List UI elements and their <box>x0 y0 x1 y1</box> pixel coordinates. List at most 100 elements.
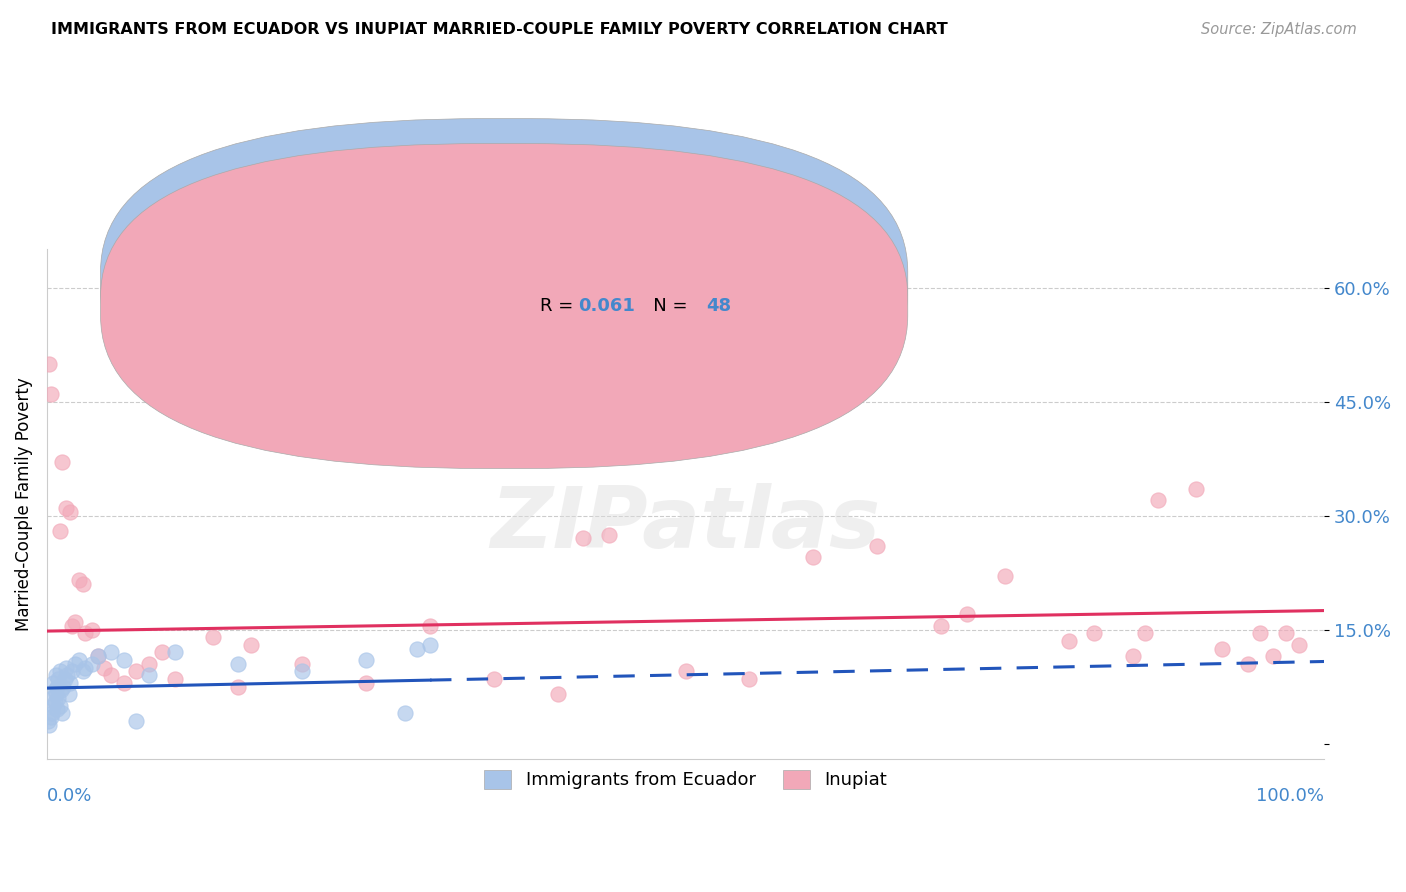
Point <box>52 680 75 694</box>
Point <box>41 690 63 705</box>
Point <box>1249 626 1271 640</box>
Point <box>75 660 97 674</box>
Text: 0.061: 0.061 <box>578 297 636 315</box>
Point <box>1288 638 1310 652</box>
Text: 0.074: 0.074 <box>578 272 636 290</box>
Point <box>1057 634 1080 648</box>
Point <box>1261 649 1284 664</box>
Point <box>125 665 148 679</box>
Point <box>49 683 72 698</box>
Point <box>100 668 122 682</box>
Point <box>87 649 110 664</box>
Point <box>1122 649 1144 664</box>
Point <box>55 500 77 515</box>
Point <box>125 714 148 728</box>
Legend: Immigrants from Ecuador, Inupiat: Immigrants from Ecuador, Inupiat <box>477 763 894 797</box>
Point <box>41 706 63 721</box>
Point <box>39 387 62 401</box>
Point <box>59 675 82 690</box>
Point <box>38 717 60 731</box>
Point <box>80 657 103 671</box>
Point <box>39 710 62 724</box>
Point <box>59 505 82 519</box>
Point <box>48 665 70 679</box>
Text: N =: N = <box>636 272 693 290</box>
Point <box>1185 482 1208 496</box>
FancyBboxPatch shape <box>101 144 908 468</box>
Point <box>67 653 90 667</box>
Point <box>150 645 173 659</box>
Point <box>1275 626 1298 640</box>
Point <box>929 619 952 633</box>
Text: 100.0%: 100.0% <box>1256 787 1324 805</box>
Point <box>1211 641 1233 656</box>
Point <box>163 672 186 686</box>
Point <box>72 665 94 679</box>
Point <box>598 527 620 541</box>
Point <box>138 657 160 671</box>
Point <box>51 706 73 721</box>
Point <box>228 680 250 694</box>
Point <box>354 653 377 667</box>
Point <box>58 687 80 701</box>
Point <box>56 668 79 682</box>
Point <box>63 657 86 671</box>
Text: R =: R = <box>540 297 579 315</box>
Text: R =: R = <box>540 272 579 290</box>
Point <box>87 649 110 664</box>
Text: ZIPatlas: ZIPatlas <box>491 483 880 566</box>
Text: 43: 43 <box>706 272 731 290</box>
Point <box>354 675 377 690</box>
Point <box>994 569 1017 583</box>
FancyBboxPatch shape <box>101 119 908 443</box>
Point <box>46 680 69 694</box>
Point <box>42 675 65 690</box>
Point <box>51 455 73 469</box>
Point <box>394 706 416 721</box>
Point <box>63 615 86 629</box>
FancyBboxPatch shape <box>463 260 820 326</box>
Point <box>42 698 65 713</box>
Point <box>53 672 76 686</box>
Point <box>100 645 122 659</box>
Point <box>547 687 569 701</box>
Point <box>1135 626 1157 640</box>
Text: 0.0%: 0.0% <box>46 787 93 805</box>
Point <box>93 660 115 674</box>
Point <box>228 657 250 671</box>
Point <box>80 623 103 637</box>
Point <box>1083 626 1105 640</box>
Point <box>112 653 135 667</box>
Point <box>482 672 505 686</box>
Point <box>291 665 314 679</box>
Point <box>62 619 84 633</box>
Point <box>48 524 70 538</box>
Point <box>75 626 97 640</box>
Text: IMMIGRANTS FROM ECUADOR VS INUPIAT MARRIED-COUPLE FAMILY POVERTY CORRELATION CHA: IMMIGRANTS FROM ECUADOR VS INUPIAT MARRI… <box>51 22 948 37</box>
Point <box>201 630 224 644</box>
Point <box>1236 657 1258 671</box>
Point <box>37 714 59 728</box>
Text: 48: 48 <box>706 297 731 315</box>
Point <box>62 665 84 679</box>
Point <box>163 645 186 659</box>
Point <box>38 357 60 371</box>
Point <box>138 668 160 682</box>
Point <box>48 672 70 686</box>
Point <box>55 660 77 674</box>
Text: Source: ZipAtlas.com: Source: ZipAtlas.com <box>1201 22 1357 37</box>
Point <box>419 638 441 652</box>
Point <box>419 619 441 633</box>
Point <box>240 638 263 652</box>
Point <box>67 573 90 587</box>
Point <box>72 577 94 591</box>
Text: N =: N = <box>636 297 693 315</box>
Point <box>44 683 66 698</box>
Point <box>48 698 70 713</box>
Point <box>45 668 67 682</box>
Point <box>45 687 67 701</box>
Point <box>406 641 429 656</box>
Point <box>291 657 314 671</box>
Point <box>955 607 977 622</box>
Point <box>46 702 69 716</box>
